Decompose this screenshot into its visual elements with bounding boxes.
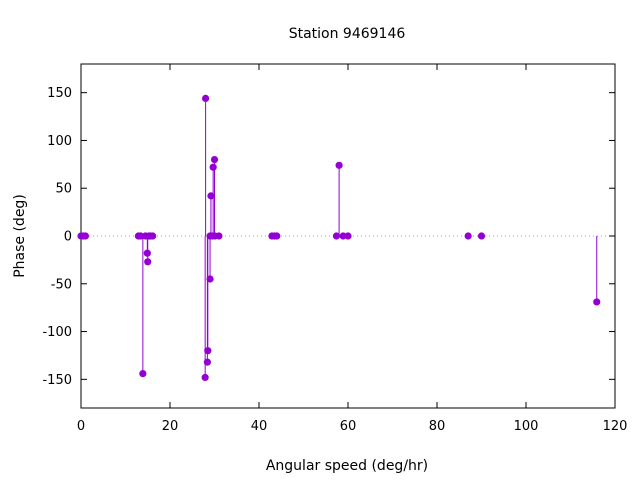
data-point	[203, 358, 211, 366]
data-point	[209, 163, 217, 171]
data-point	[149, 232, 157, 240]
x-tick-label: 80	[429, 419, 446, 434]
x-tick-label: 100	[514, 419, 539, 434]
data-point	[201, 373, 209, 382]
data-point	[344, 232, 352, 240]
y-tick-label: 0	[64, 230, 72, 245]
y-tick-label: -100	[42, 325, 72, 340]
x-tick-label: 60	[340, 419, 357, 434]
data-point	[464, 232, 472, 240]
y-tick-label: 50	[55, 182, 72, 197]
data-point	[332, 232, 341, 240]
y-axis-ticks: -150 -100 -50 0 50 100 150	[42, 86, 615, 388]
y-tick-label: 150	[47, 86, 72, 101]
chart-title: Station 9469146	[289, 26, 406, 42]
data-point	[144, 258, 152, 266]
data-point	[204, 347, 212, 355]
x-tick-label: 40	[251, 419, 268, 434]
data-point	[206, 275, 214, 283]
data-point	[215, 232, 223, 240]
x-tick-label: 0	[77, 419, 85, 434]
x-tick-label: 120	[603, 419, 628, 434]
data-series	[77, 94, 601, 382]
data-point	[202, 94, 210, 102]
y-tick-label: -50	[51, 277, 72, 292]
x-tick-label: 20	[162, 419, 179, 434]
y-tick-label: -150	[42, 373, 72, 388]
x-axis-label: Angular speed (deg/hr)	[266, 458, 428, 474]
data-point	[593, 298, 601, 306]
data-point	[335, 161, 343, 169]
data-point	[81, 232, 90, 240]
data-point	[139, 370, 147, 378]
y-tick-label: 100	[47, 134, 72, 149]
y-axis-label: Phase (deg)	[12, 194, 28, 278]
data-point	[210, 155, 219, 164]
x-axis-ticks: 0 20 40 60 80 100 120	[77, 64, 628, 434]
data-point	[477, 232, 486, 240]
data-point	[273, 232, 281, 240]
